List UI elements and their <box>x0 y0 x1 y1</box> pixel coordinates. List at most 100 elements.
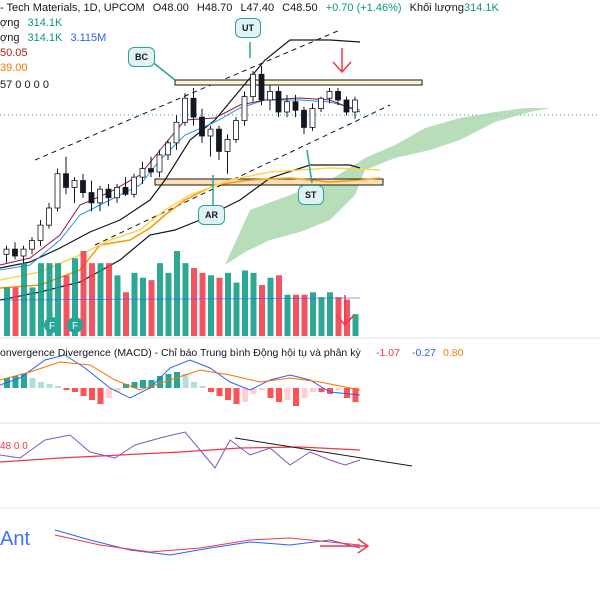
annotation-bc[interactable]: BC <box>128 47 155 67</box>
volume-bar <box>140 277 146 336</box>
macd-hist-bar <box>38 382 44 388</box>
candle[interactable] <box>12 242 18 260</box>
f-marker-2[interactable]: F <box>67 317 83 333</box>
candle[interactable] <box>173 115 180 150</box>
candle[interactable] <box>190 88 197 126</box>
candle[interactable] <box>88 180 95 212</box>
candle[interactable] <box>3 245 10 263</box>
macd-hist-bar <box>46 384 53 388</box>
candle[interactable] <box>326 88 333 104</box>
candle[interactable] <box>267 84 273 111</box>
candle[interactable] <box>301 106 307 135</box>
close-value: C48.50 <box>282 2 318 14</box>
header-row-3: ợng 314.1K 3.115M <box>0 32 111 44</box>
macd-hist-bar <box>199 386 206 388</box>
candle[interactable] <box>224 134 231 174</box>
candle[interactable] <box>156 149 163 178</box>
st-pointer <box>306 149 313 184</box>
f-marker-1[interactable]: F <box>44 317 60 333</box>
candle[interactable] <box>343 96 350 116</box>
row3-value: 314.1K <box>27 32 63 44</box>
macd-hist-bar <box>344 388 350 398</box>
candle[interactable] <box>199 108 205 143</box>
candle[interactable] <box>182 93 188 126</box>
candle[interactable] <box>250 70 256 102</box>
high-value: H48.70 <box>196 2 233 14</box>
red-down-arrow-icon <box>332 48 352 74</box>
candle[interactable] <box>292 94 299 118</box>
volume-bar <box>267 277 274 336</box>
row6-value: 57 0 0 0 0 <box>0 79 49 91</box>
macd-hist-bar <box>225 388 231 400</box>
candle[interactable] <box>97 185 103 212</box>
volume-red-arrow-icon <box>335 295 355 327</box>
macd-hist-bar <box>123 384 129 388</box>
candle[interactable] <box>165 139 171 160</box>
candles[interactable] <box>3 65 358 263</box>
candle[interactable] <box>29 237 35 255</box>
svg-text:F: F <box>49 321 55 332</box>
candle[interactable] <box>37 220 44 246</box>
volume-bar <box>344 299 350 336</box>
candle[interactable] <box>105 184 112 207</box>
row3-value2: 3.115M <box>70 32 107 44</box>
macd-hist-bar <box>216 388 223 396</box>
svg-text:F: F <box>72 321 78 332</box>
volume-bar <box>352 314 359 336</box>
row2-value: 314.1K <box>27 17 63 29</box>
macd-title[interactable]: onvergence Divergence (MACD) - Chỉ báo T… <box>0 347 361 359</box>
support-zone[interactable] <box>154 178 384 186</box>
candle[interactable] <box>148 156 154 178</box>
volume-bar <box>259 285 265 336</box>
macd-hist-bar <box>140 380 146 388</box>
annotation-st[interactable]: ST <box>298 185 324 205</box>
macd-hist-bar <box>182 374 189 388</box>
macd-hist-bar <box>191 382 197 388</box>
annotation-ut[interactable]: UT <box>235 18 261 38</box>
resistance-zone[interactable] <box>174 79 423 86</box>
row5-value: 39.00 <box>0 62 28 74</box>
volume-bar <box>182 263 189 336</box>
candle[interactable] <box>284 94 290 118</box>
candle[interactable] <box>114 184 120 203</box>
candle[interactable] <box>80 173 86 198</box>
macd-hist-bar <box>301 388 308 398</box>
candle[interactable] <box>309 103 316 131</box>
macd-hist-bar <box>284 388 291 400</box>
candle[interactable] <box>54 168 61 212</box>
macd-hist-bar <box>29 378 36 388</box>
candle[interactable] <box>318 96 324 112</box>
macd-hist-bar <box>318 388 325 392</box>
candle[interactable] <box>207 125 214 157</box>
candle[interactable] <box>20 245 27 263</box>
rsi-divergence-line[interactable] <box>234 437 413 467</box>
volume-bar <box>310 292 316 336</box>
macd-hist-bar <box>131 382 138 388</box>
candle[interactable] <box>71 177 78 203</box>
annotation-ar[interactable]: AR <box>198 205 225 225</box>
volume-bar <box>216 277 223 336</box>
candle[interactable] <box>122 177 129 196</box>
candle[interactable] <box>139 161 146 184</box>
header-row-4: 50.05 <box>0 47 33 59</box>
candle[interactable] <box>233 117 239 143</box>
header-ohlc-line: - Tech Materials, 1D, UPCOM O48.00 H48.7… <box>0 2 504 14</box>
macd-hist-bar <box>259 388 265 390</box>
candle[interactable] <box>335 88 341 106</box>
volume-bar <box>165 272 172 336</box>
candle[interactable] <box>352 96 358 119</box>
macd-hist-bar <box>114 388 121 392</box>
candle[interactable] <box>131 173 137 198</box>
candle[interactable] <box>241 91 248 126</box>
candle[interactable] <box>216 125 222 160</box>
candle[interactable] <box>63 156 69 195</box>
volume-ma-line <box>0 297 361 301</box>
macd-hist-bar <box>21 374 27 388</box>
candle[interactable] <box>258 65 265 106</box>
macd-histogram <box>4 372 359 406</box>
symbol-name[interactable]: - Tech Materials, 1D, UPCOM <box>0 2 145 14</box>
volume-bar <box>63 275 70 336</box>
candle[interactable] <box>46 202 52 229</box>
candle[interactable] <box>275 86 282 118</box>
